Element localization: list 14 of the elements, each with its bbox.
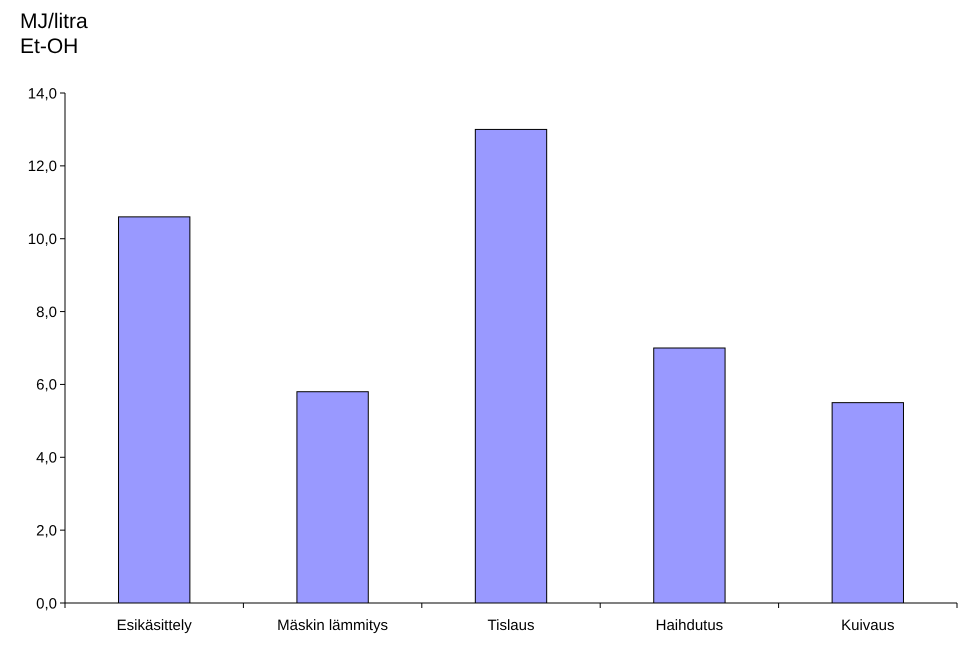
- x-tick-label: Mäskin lämmitys: [277, 617, 388, 634]
- y-tick-label: 6,0: [36, 376, 57, 394]
- y-tick-label: 12,0: [28, 158, 57, 176]
- y-tick-label: 4,0: [36, 450, 57, 467]
- y-tick-label: 10,0: [28, 230, 57, 248]
- y-tick-label: 14,0: [28, 85, 57, 102]
- x-tick-label: Kuivaus: [841, 617, 894, 634]
- y-tick-label: 8,0: [36, 304, 57, 321]
- x-tick-label: Haihdutus: [656, 617, 724, 634]
- y-tick-label: 2,0: [36, 522, 57, 540]
- y-axis-title: MJ/litra Et-OH: [20, 10, 88, 58]
- x-tick-label: Esikäsittely: [116, 617, 192, 634]
- y-tick-label: 0,0: [36, 595, 57, 612]
- x-tick-label: Tislaus: [488, 617, 534, 634]
